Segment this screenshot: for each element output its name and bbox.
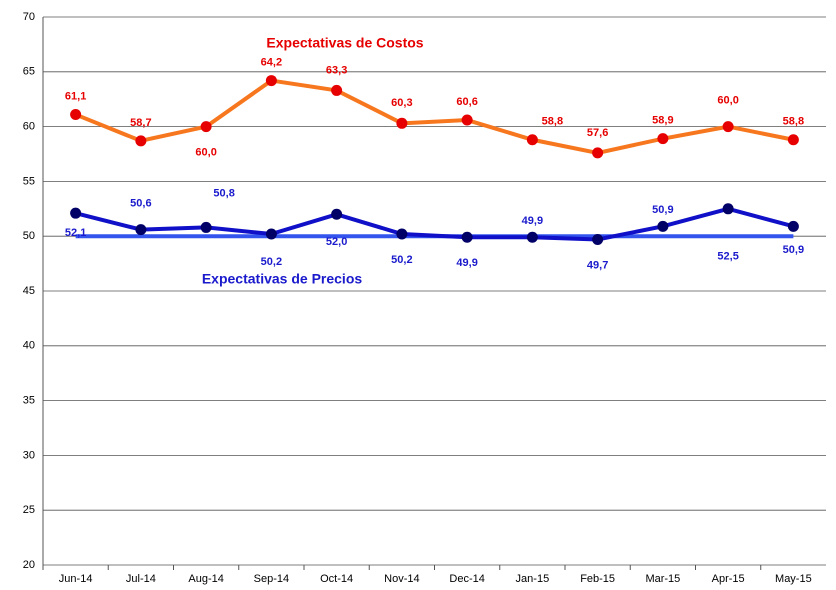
value-label: 49,9 bbox=[522, 215, 543, 227]
marker bbox=[200, 221, 212, 233]
value-label: 49,9 bbox=[456, 257, 477, 269]
marker bbox=[592, 233, 604, 245]
value-label: 52,5 bbox=[717, 251, 738, 263]
marker bbox=[265, 228, 277, 240]
value-label: 50,6 bbox=[130, 198, 151, 210]
value-label: 52,1 bbox=[65, 227, 86, 239]
y-tick-label: 30 bbox=[23, 449, 35, 461]
value-label: 52,0 bbox=[326, 236, 347, 248]
y-tick-label: 50 bbox=[23, 230, 35, 242]
value-label: 50,2 bbox=[261, 256, 282, 268]
y-tick-label: 35 bbox=[23, 395, 35, 407]
marker bbox=[331, 208, 343, 220]
marker bbox=[787, 134, 799, 146]
marker bbox=[135, 135, 147, 147]
x-tick-label: Sep-14 bbox=[254, 573, 289, 585]
series-annotation: Expectativas de Costos bbox=[266, 35, 423, 51]
marker bbox=[787, 220, 799, 232]
value-label: 58,9 bbox=[652, 115, 673, 127]
value-label: 50,2 bbox=[391, 254, 412, 266]
x-tick-label: Jan-15 bbox=[516, 573, 550, 585]
x-tick-label: Apr-15 bbox=[712, 573, 745, 585]
marker bbox=[722, 203, 734, 215]
x-tick-label: Nov-14 bbox=[384, 573, 419, 585]
marker bbox=[396, 228, 408, 240]
value-label: 50,8 bbox=[213, 187, 234, 199]
value-label: 50,9 bbox=[652, 204, 673, 216]
marker bbox=[526, 134, 538, 146]
marker bbox=[135, 224, 147, 236]
x-tick-label: Mar-15 bbox=[645, 573, 680, 585]
value-label: 58,8 bbox=[783, 116, 804, 128]
x-tick-label: May-15 bbox=[775, 573, 812, 585]
marker bbox=[461, 114, 473, 126]
series-line bbox=[75, 206, 794, 242]
marker bbox=[526, 231, 538, 243]
value-label: 61,1 bbox=[65, 90, 86, 102]
value-label: 60,3 bbox=[391, 97, 412, 109]
marker bbox=[70, 207, 82, 219]
marker bbox=[200, 121, 212, 133]
series-line bbox=[74, 78, 794, 155]
marker bbox=[461, 231, 473, 243]
value-label: 60,0 bbox=[717, 95, 738, 107]
marker bbox=[657, 133, 669, 145]
x-tick-label: Jun-14 bbox=[59, 573, 93, 585]
value-label: 57,6 bbox=[587, 127, 608, 139]
x-tick-label: Oct-14 bbox=[320, 573, 353, 585]
x-tick-label: Jul-14 bbox=[126, 573, 156, 585]
value-label: 58,8 bbox=[542, 116, 563, 128]
value-label: 49,7 bbox=[587, 259, 608, 271]
y-tick-label: 40 bbox=[23, 340, 35, 352]
y-tick-label: 25 bbox=[23, 504, 35, 516]
value-label: 60,0 bbox=[195, 147, 216, 159]
y-tick-label: 60 bbox=[23, 121, 35, 133]
y-tick-label: 20 bbox=[23, 559, 35, 571]
y-tick-label: 45 bbox=[23, 285, 35, 297]
x-tick-label: Dec-14 bbox=[449, 573, 484, 585]
value-label: 63,3 bbox=[326, 64, 347, 76]
marker bbox=[331, 84, 343, 96]
marker bbox=[722, 121, 734, 133]
marker bbox=[70, 109, 82, 121]
series-annotation: Expectativas de Precios bbox=[202, 271, 363, 287]
marker bbox=[265, 75, 277, 87]
y-tick-label: 55 bbox=[23, 175, 35, 187]
value-label: 50,9 bbox=[783, 244, 804, 256]
x-tick-label: Feb-15 bbox=[580, 573, 615, 585]
value-label: 58,7 bbox=[130, 117, 151, 129]
marker bbox=[592, 147, 604, 159]
y-tick-label: 70 bbox=[23, 11, 35, 23]
marker bbox=[657, 220, 669, 232]
value-label: 60,6 bbox=[456, 96, 477, 108]
value-label: 64,2 bbox=[261, 56, 282, 68]
x-tick-label: Aug-14 bbox=[188, 573, 223, 585]
y-tick-label: 65 bbox=[23, 66, 35, 78]
marker bbox=[396, 117, 408, 129]
